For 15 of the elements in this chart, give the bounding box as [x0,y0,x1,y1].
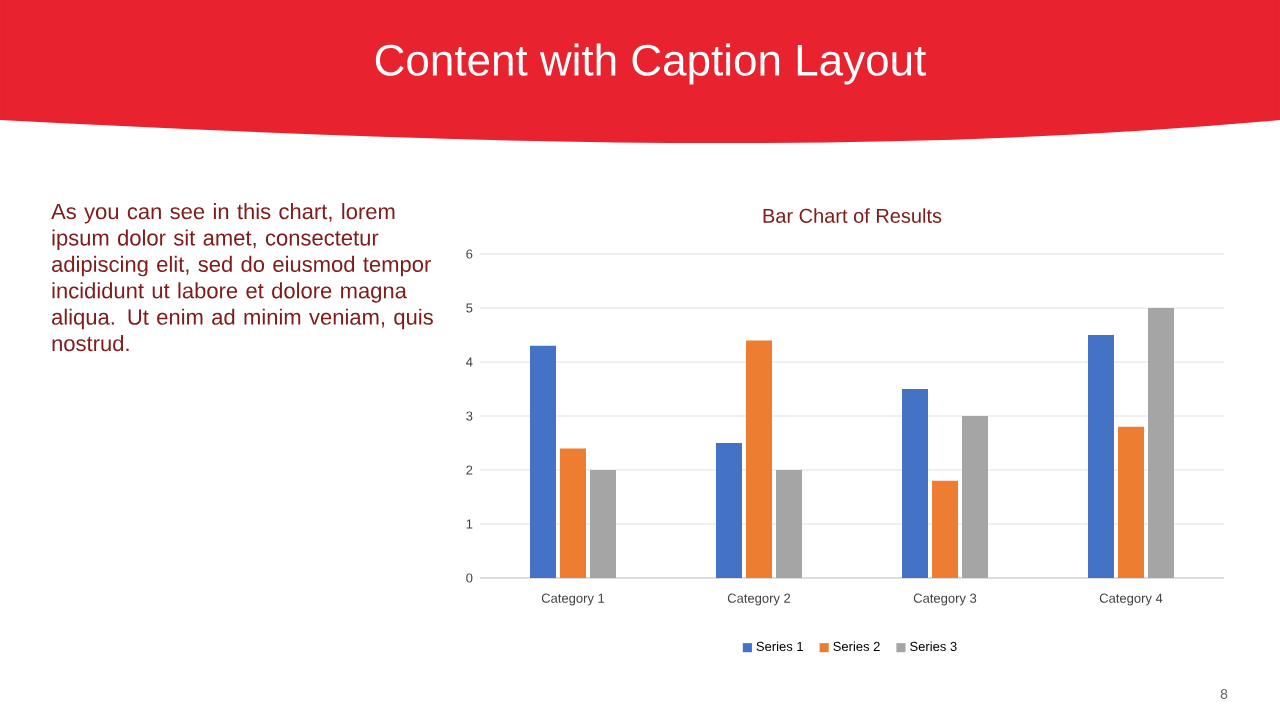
bar [746,340,773,578]
text: Content with Caption Layout [375,43,926,85]
bar [590,470,616,578]
bar [932,480,958,578]
bar [1148,308,1174,578]
chart-title: Bar Chart of Results [763,208,942,223]
bar [530,345,557,578]
bar [716,443,742,578]
bar [776,470,803,578]
text: As you can see in this chart, lorem ipsum dolor sit amet, consectetur adipiscing elit, sed do eiusmod tempor incididunt ut labore et dolore magna aliqua. Ut enim ad minim veniam, quis nostrud. [51,203,433,352]
bar [1118,426,1144,578]
bar [962,416,989,578]
bar [560,448,587,578]
bar [1088,335,1115,578]
bar [902,389,928,578]
